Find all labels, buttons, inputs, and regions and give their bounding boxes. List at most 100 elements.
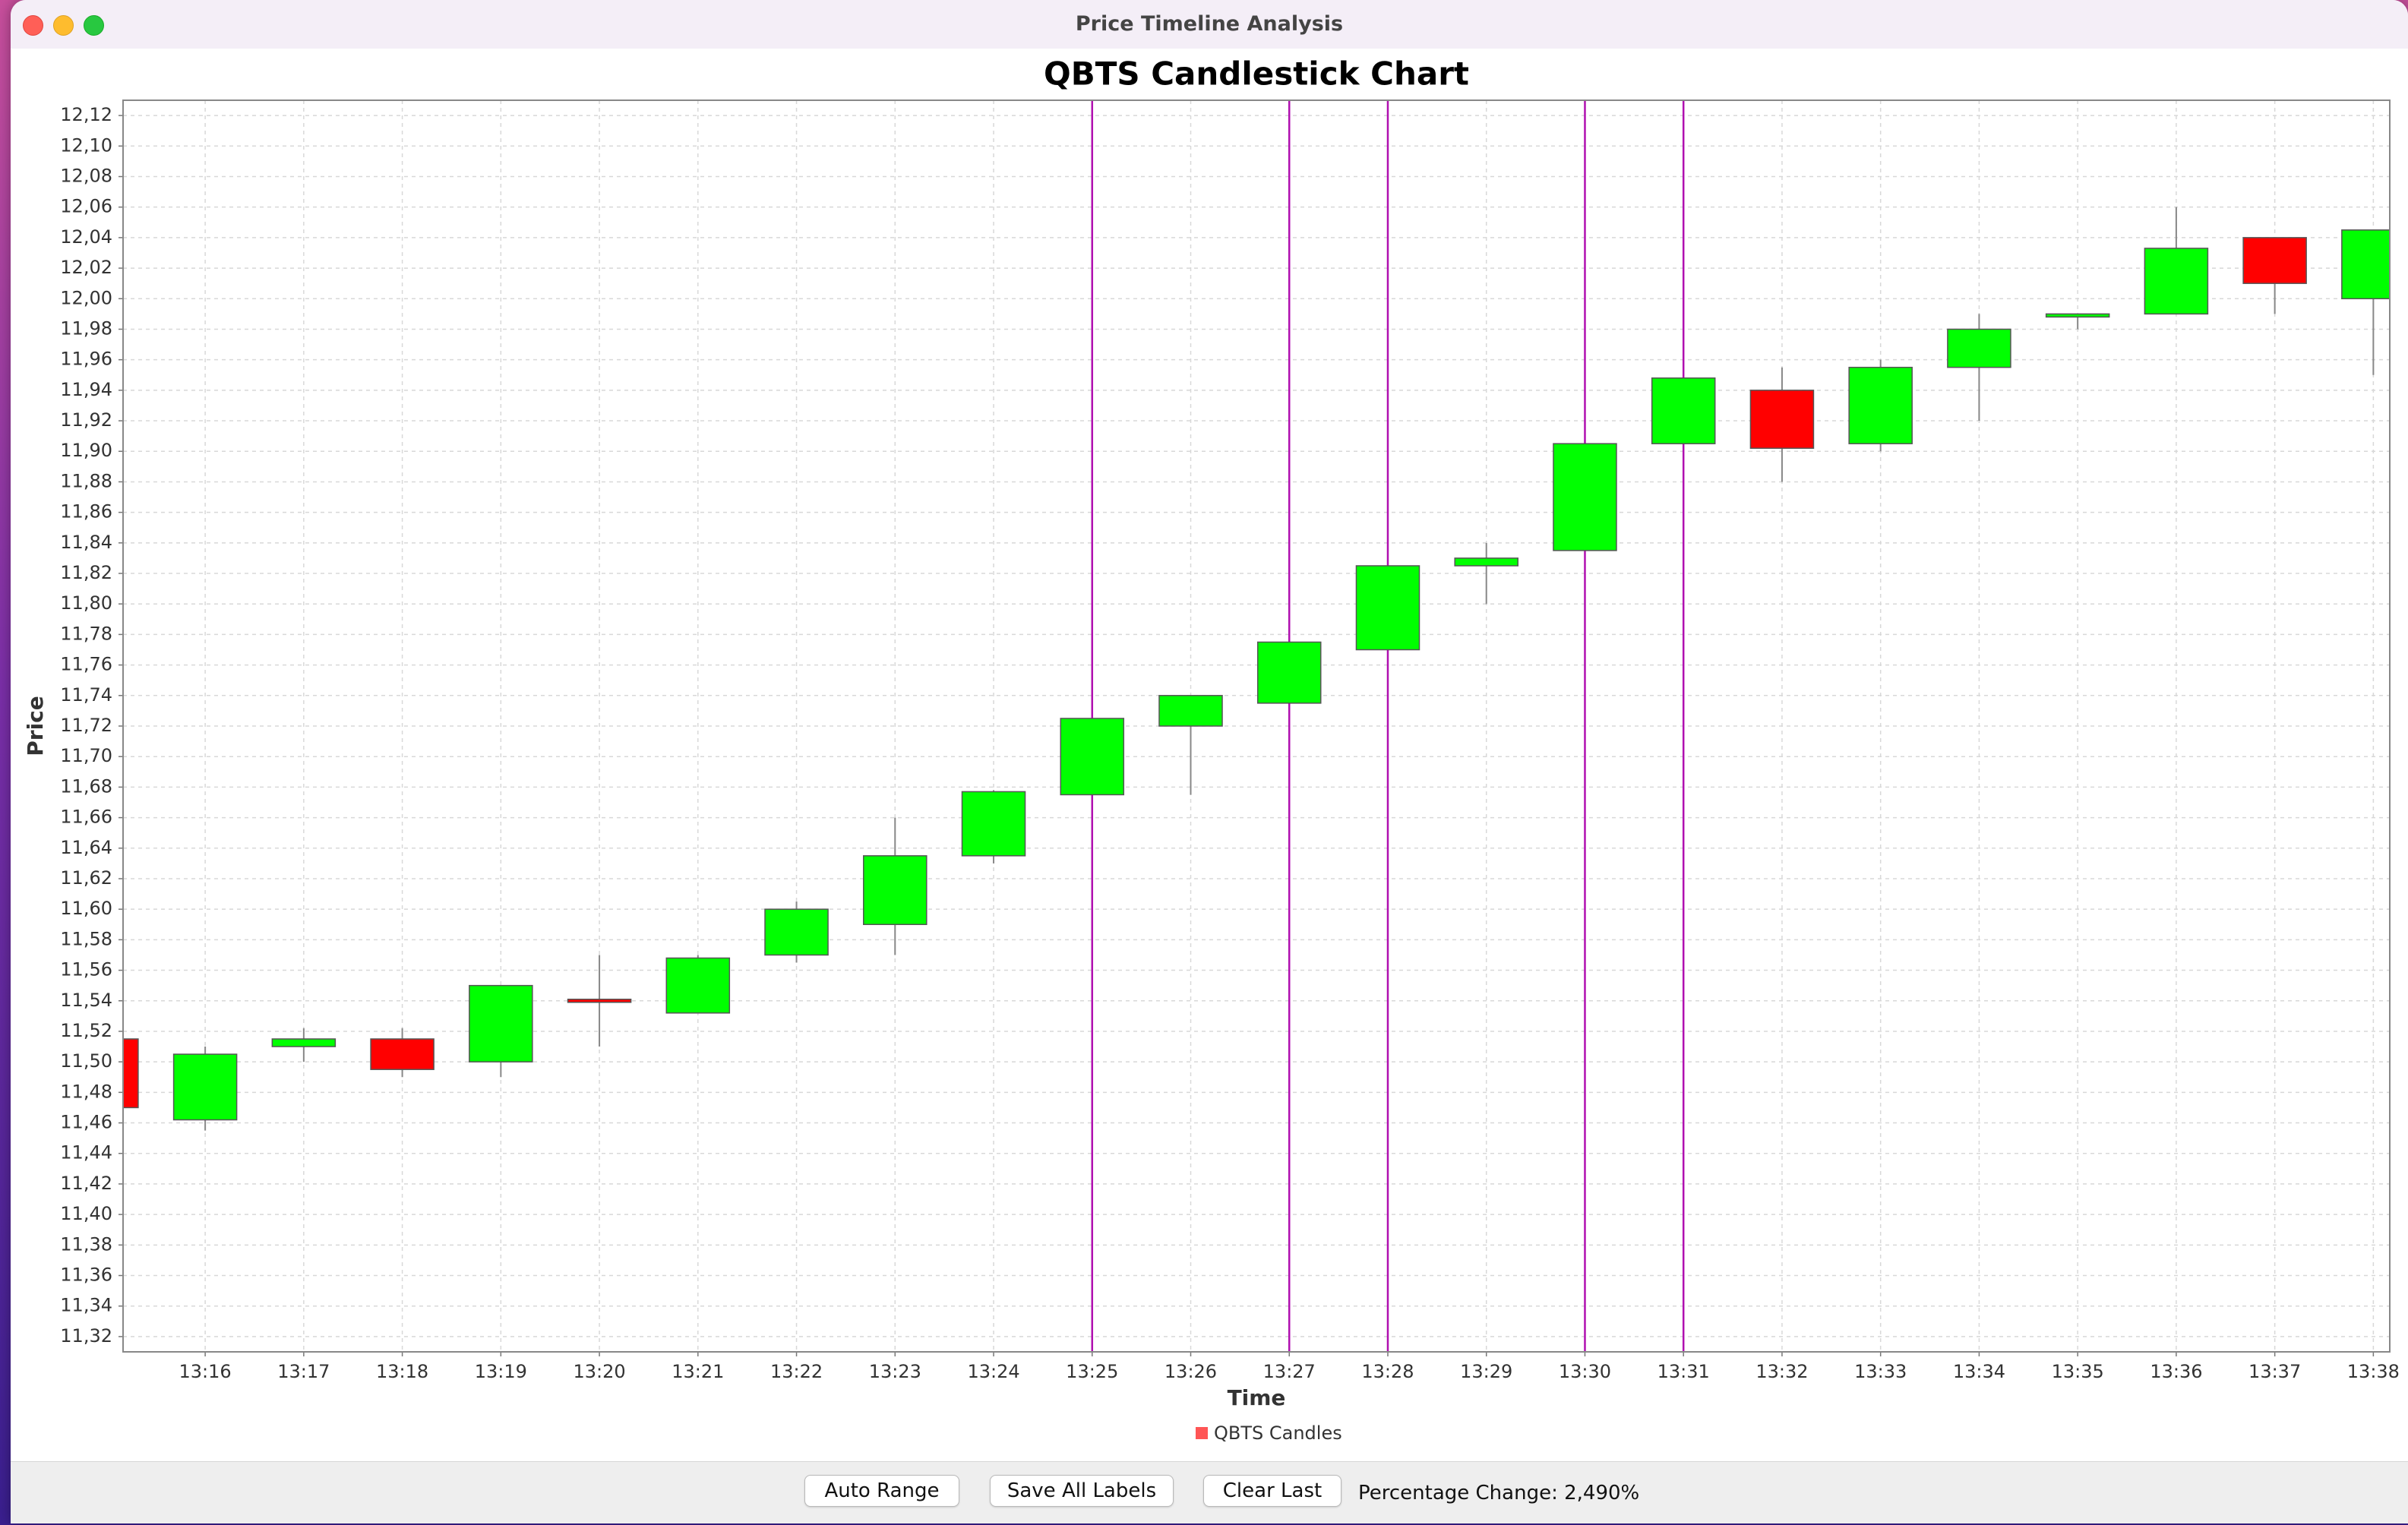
- candle-body: [1454, 557, 1518, 567]
- candle-body: [665, 957, 731, 1014]
- y-tick-label: 11,80: [60, 592, 112, 614]
- candle-body: [2045, 313, 2110, 318]
- candle: [2045, 313, 2110, 330]
- percentage-change-text: Percentage Change: 2,490%: [1358, 1482, 1640, 1504]
- candle: [1947, 314, 2011, 422]
- x-tick-label: 13:31: [1657, 1361, 1710, 1382]
- bottom-toolbar: Auto Range Save All Labels Clear Last Pe…: [11, 1461, 2408, 1523]
- x-tick-label: 13:16: [179, 1361, 232, 1382]
- candle-body: [1256, 641, 1322, 704]
- x-tick-label: 13:19: [475, 1361, 527, 1382]
- y-tick-label: 12,08: [60, 165, 112, 186]
- title-bar: Price Timeline Analysis: [11, 0, 2408, 49]
- y-tick-label: 11,88: [60, 470, 112, 491]
- clear-last-button[interactable]: Clear Last: [1203, 1475, 1341, 1507]
- y-tick-label: 11,46: [60, 1112, 112, 1133]
- x-tick-label: 13:27: [1263, 1361, 1316, 1382]
- save-all-labels-button[interactable]: Save All Labels: [990, 1475, 1174, 1507]
- chart-title: QBTS Candlestick Chart: [1044, 55, 1469, 93]
- y-tick-label: 11,32: [60, 1325, 112, 1347]
- x-tick-label: 13:22: [770, 1361, 823, 1382]
- candlestick-chart[interactable]: QBTS Candlestick Chart 11,32 11,34 11,36 11,…: [11, 49, 2408, 1461]
- x-tick-label: 13:36: [2150, 1361, 2202, 1382]
- x-tick-label: 13:20: [573, 1361, 625, 1382]
- candle-body: [567, 998, 632, 1003]
- y-tick-label: 11,82: [60, 562, 112, 583]
- candle: [172, 1047, 238, 1131]
- x-tick-label: 13:25: [1066, 1361, 1118, 1382]
- x-tick-label: 13:21: [672, 1361, 724, 1382]
- y-tick-label: 11,70: [60, 745, 112, 766]
- minimize-window-button[interactable]: [53, 15, 74, 36]
- x-tick-label: 13:26: [1164, 1361, 1217, 1382]
- y-tick-label: 11,72: [60, 715, 112, 736]
- candle: [1749, 367, 1815, 482]
- y-tick-label: 12,12: [60, 104, 112, 125]
- legend-swatch: [1196, 1427, 1208, 1439]
- auto-range-button[interactable]: Auto Range: [804, 1475, 959, 1507]
- y-tick-label: 11,64: [60, 837, 112, 858]
- y-tick-label: 11,92: [60, 409, 112, 431]
- y-tick-label: 12,02: [60, 257, 112, 278]
- candle: [1060, 718, 1125, 796]
- plot-border: [122, 99, 2391, 1353]
- candle: [764, 901, 829, 963]
- maximize-window-button[interactable]: [84, 15, 104, 36]
- candle: [370, 1028, 435, 1078]
- y-tick-label: 11,50: [60, 1050, 112, 1072]
- y-tick-label: 12,00: [60, 287, 112, 308]
- candle: [863, 817, 927, 955]
- x-tick-label: 13:35: [2052, 1361, 2104, 1382]
- y-tick-label: 11,96: [60, 349, 112, 370]
- candle: [271, 1028, 337, 1062]
- y-tick-label: 11,40: [60, 1203, 112, 1224]
- x-tick-label: 13:30: [1559, 1361, 1611, 1382]
- x-tick-label: 13:18: [376, 1361, 428, 1382]
- y-tick-label: 11,58: [60, 928, 112, 949]
- y-tick-label: 11,54: [60, 990, 112, 1011]
- candle: [1158, 695, 1223, 795]
- x-tick-label: 13:33: [1854, 1361, 1907, 1382]
- y-tick-label: 11,52: [60, 1020, 112, 1041]
- candle-body: [2242, 237, 2307, 284]
- candle-body: [1355, 565, 1420, 651]
- candle-body: [1749, 390, 1815, 449]
- y-tick-label: 12,10: [60, 134, 112, 156]
- candles: [123, 207, 2390, 1131]
- x-tick-label: 13:38: [2347, 1361, 2400, 1382]
- candle-body: [863, 855, 927, 926]
- app-window: Price Timeline Analysis QBTS Candlestick…: [11, 0, 2408, 1523]
- y-tick-label: 11,74: [60, 684, 112, 706]
- x-tick-label: 13:37: [2248, 1361, 2301, 1382]
- x-tick-label: 13:34: [1953, 1361, 2005, 1382]
- x-tick-label: 13:23: [869, 1361, 921, 1382]
- chart-svg[interactable]: QBTS Candlestick Chart 11,32 11,34 11,36 11,…: [11, 49, 2408, 1461]
- candle: [567, 955, 632, 1047]
- candle: [961, 790, 1026, 864]
- y-axis-label: Price: [23, 696, 48, 756]
- close-window-button[interactable]: [23, 15, 43, 36]
- x-tick-label: 13:24: [967, 1361, 1019, 1382]
- y-tick-label: 11,90: [60, 440, 112, 461]
- candle: [1454, 542, 1518, 605]
- y-tick-label: 11,62: [60, 867, 112, 889]
- x-tick-label: 13:32: [1755, 1361, 1808, 1382]
- y-tick-label: 11,38: [60, 1233, 112, 1255]
- y-tick-label: 11,56: [60, 959, 112, 980]
- candle: [665, 955, 731, 1014]
- candle-body: [2341, 229, 2390, 300]
- y-tick-label: 12,06: [60, 196, 112, 217]
- candle-body: [2144, 248, 2209, 315]
- x-axis-label: Time: [1228, 1385, 1286, 1410]
- y-tick-label: 11,78: [60, 623, 112, 644]
- y-tick-label: 12,04: [60, 226, 112, 248]
- candle: [123, 1038, 139, 1109]
- y-tick-label: 11,42: [60, 1173, 112, 1194]
- candle-body: [172, 1053, 238, 1121]
- y-tick-label: 11,44: [60, 1142, 112, 1163]
- y-tick-label: 11,34: [60, 1295, 112, 1316]
- y-tick-label: 11,60: [60, 898, 112, 919]
- candle: [1651, 377, 1716, 444]
- candle-body: [1947, 328, 2011, 368]
- candle-body: [1848, 366, 1913, 444]
